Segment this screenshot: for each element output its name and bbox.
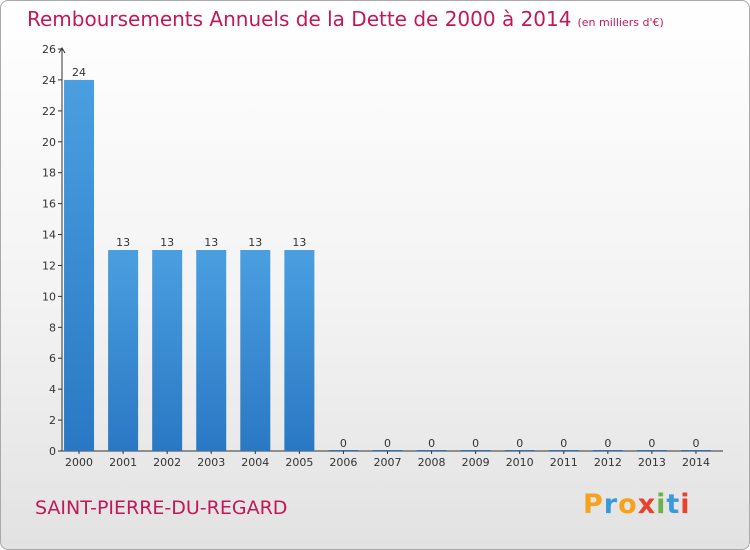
y-tick-label: 10	[42, 290, 56, 303]
x-tick-label: 2014	[682, 456, 710, 469]
data-label: 13	[292, 236, 306, 249]
data-label: 0	[472, 437, 479, 450]
y-axis-arrow	[58, 47, 66, 54]
x-tick-label: 2005	[285, 456, 313, 469]
bar	[504, 450, 535, 451]
bar	[240, 250, 271, 451]
x-tick-label: 2008	[418, 456, 446, 469]
bar	[680, 450, 711, 451]
data-label: 24	[72, 66, 86, 79]
logo-letter: t	[666, 489, 681, 520]
bar	[636, 450, 667, 451]
chart-unit: (en milliers d'€)	[577, 16, 664, 29]
x-tick-label: 2003	[197, 456, 225, 469]
bar	[108, 250, 139, 451]
y-tick-label: 16	[42, 198, 56, 211]
bar	[152, 250, 183, 451]
x-tick-label: 2001	[109, 456, 137, 469]
y-tick-label: 12	[42, 259, 56, 272]
bar	[64, 79, 95, 451]
data-label: 0	[516, 437, 523, 450]
x-tick-label: 2012	[594, 456, 622, 469]
logo-letter: o	[618, 489, 638, 520]
y-tick-label: 14	[42, 229, 56, 242]
y-tick-label: 0	[49, 445, 56, 458]
bar	[416, 450, 447, 451]
x-tick-label: 2011	[550, 456, 578, 469]
data-label: 0	[428, 437, 435, 450]
x-tick-label: 2010	[506, 456, 534, 469]
logo-letter: i	[656, 489, 667, 520]
y-tick-label: 24	[42, 74, 56, 87]
x-tick-label: 2009	[462, 456, 490, 469]
data-label: 0	[384, 437, 391, 450]
bar	[460, 450, 491, 451]
chart-title-text: Remboursements Annuels de la Dette de 20…	[27, 7, 572, 31]
y-tick-label: 26	[42, 43, 56, 56]
logo-letter: i	[680, 489, 691, 520]
data-label: 13	[116, 236, 130, 249]
bar	[196, 250, 227, 451]
x-tick-label: 2002	[153, 456, 181, 469]
commune-name: SAINT-PIERRE-DU-REGARD	[35, 497, 288, 519]
data-label: 13	[160, 236, 174, 249]
bar	[284, 250, 315, 451]
x-tick-label: 2004	[241, 456, 269, 469]
y-tick-label: 20	[42, 136, 56, 149]
bar	[372, 450, 403, 451]
proxiti-logo: Proxiti	[583, 489, 691, 520]
logo-letter: x	[637, 489, 657, 520]
data-label: 0	[340, 437, 347, 450]
data-label: 0	[648, 437, 655, 450]
y-tick-label: 18	[42, 167, 56, 180]
x-tick-label: 2007	[374, 456, 402, 469]
data-label: 13	[248, 236, 262, 249]
chart-title: Remboursements Annuels de la Dette de 20…	[27, 7, 664, 31]
data-label: 0	[692, 437, 699, 450]
data-label: 0	[560, 437, 567, 450]
x-tick-label: 2013	[638, 456, 666, 469]
data-label: 13	[204, 236, 218, 249]
bar	[548, 450, 579, 451]
y-tick-label: 22	[42, 105, 56, 118]
y-tick-label: 4	[49, 383, 56, 396]
y-tick-label: 8	[49, 321, 56, 334]
logo-letter: r	[603, 489, 619, 520]
x-tick-label: 2006	[329, 456, 357, 469]
data-label: 0	[604, 437, 611, 450]
bar	[592, 450, 623, 451]
logo-letter: P	[583, 489, 604, 520]
y-tick-label: 6	[49, 352, 56, 365]
y-tick-label: 2	[49, 414, 56, 427]
bar	[328, 450, 359, 451]
x-tick-label: 2000	[65, 456, 93, 469]
